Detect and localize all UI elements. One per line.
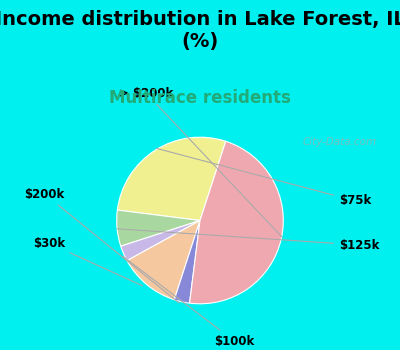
- Text: Multirace residents: Multirace residents: [109, 89, 291, 107]
- Text: > $200k: > $200k: [119, 86, 282, 237]
- Text: City-Data.com: City-Data.com: [303, 137, 377, 147]
- Text: $100k: $100k: [123, 257, 254, 348]
- Wedge shape: [174, 220, 200, 303]
- Text: $200k: $200k: [24, 188, 179, 303]
- Wedge shape: [127, 220, 200, 300]
- Text: $75k: $75k: [156, 148, 372, 208]
- Text: Income distribution in Lake Forest, IL
(%): Income distribution in Lake Forest, IL (…: [0, 10, 400, 51]
- Wedge shape: [121, 220, 200, 261]
- Wedge shape: [117, 137, 226, 220]
- Text: $125k: $125k: [117, 229, 380, 252]
- Wedge shape: [117, 210, 200, 246]
- Wedge shape: [190, 141, 283, 304]
- Text: $30k: $30k: [33, 237, 142, 286]
